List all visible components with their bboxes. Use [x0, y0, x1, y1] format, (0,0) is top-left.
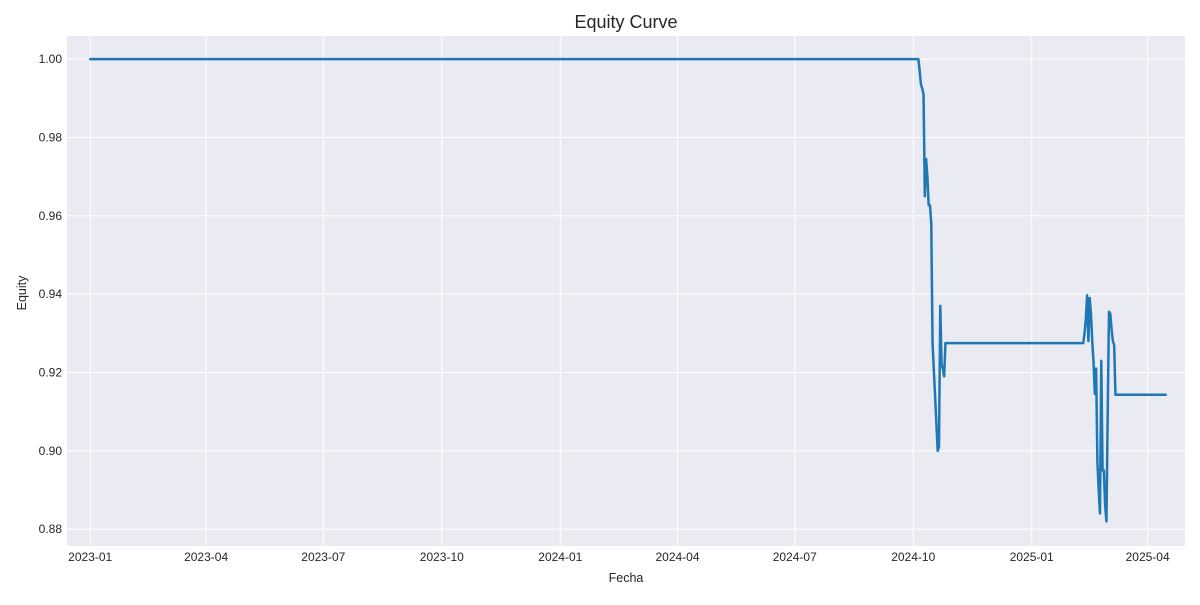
y-tick-label: 0.98 [39, 130, 63, 144]
x-tick-label: 2023-07 [301, 550, 345, 564]
y-tick-label: 1.00 [39, 52, 63, 66]
x-tick-label: 2023-10 [420, 550, 464, 564]
x-tick-label: 2024-10 [891, 550, 935, 564]
y-tick-label: 0.96 [39, 209, 63, 223]
y-tick-label: 0.92 [39, 365, 63, 379]
x-tick-label: 2024-01 [538, 550, 582, 564]
series-layer [88, 57, 1167, 523]
x-tick-labels: 2023-01 2023-04 2023-07 2023-10 2024-01 2024-… [68, 550, 1170, 564]
x-tick-label: 2024-07 [773, 550, 817, 564]
y-tick-label: 0.90 [39, 444, 63, 458]
y-tick-label: 0.88 [39, 522, 63, 536]
chart-title: Equity Curve [574, 12, 677, 32]
x-axis-label: Fecha [609, 571, 644, 585]
y-tick-labels: 0.88 0.90 0.92 0.94 0.96 0.98 1.00 [39, 52, 63, 536]
x-gridlines [89, 36, 1149, 546]
equity-series-line [88, 57, 1167, 523]
y-axis-label: Equity [15, 275, 29, 310]
x-tick-label: 2023-04 [184, 550, 228, 564]
x-tick-label: 2023-01 [68, 550, 112, 564]
x-tick-label: 2024-04 [655, 550, 699, 564]
x-tick-label: 2025-01 [1010, 550, 1054, 564]
x-tick-label: 2025-04 [1126, 550, 1170, 564]
y-tick-label: 0.94 [39, 287, 63, 301]
plot-background [67, 36, 1185, 546]
